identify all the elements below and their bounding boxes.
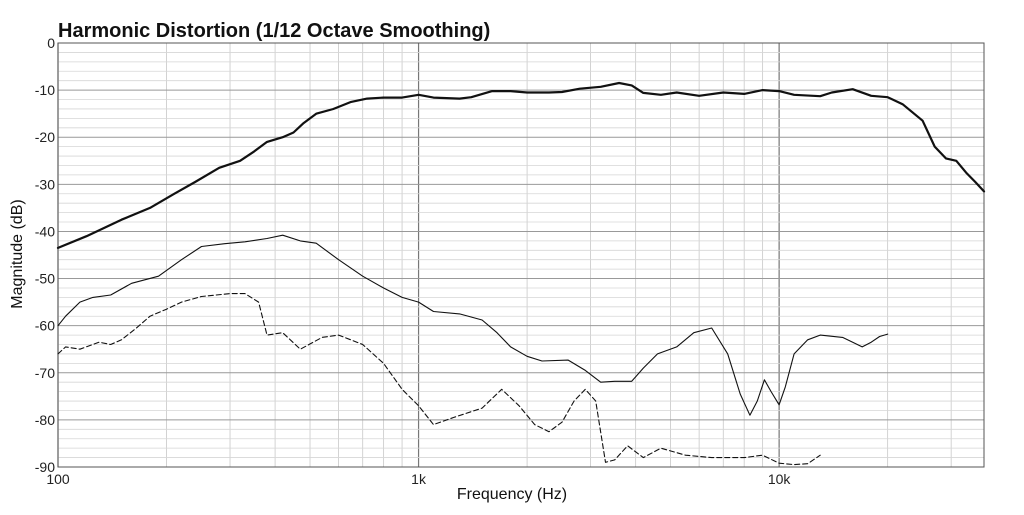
series-line-thick-solid	[56, 81, 986, 249]
plot-frame	[57, 42, 985, 468]
y-tick-label: -90	[35, 459, 55, 475]
chart-title: Harmonic Distortion (1/12 Octave Smoothi…	[58, 20, 491, 42]
series-line-thin-solid	[57, 234, 889, 416]
y-tick-label: -80	[35, 412, 55, 428]
x-tick-label: 10k	[768, 471, 792, 487]
x-axis-label: Frequency (Hz)	[456, 486, 568, 503]
x-tick-label: 1k	[411, 471, 427, 487]
y-tick-label: -50	[35, 271, 55, 287]
series-line-dashed	[57, 293, 821, 466]
y-tick-label: -10	[35, 82, 55, 98]
series-layer	[56, 81, 986, 466]
y-tick-label: -30	[35, 176, 55, 192]
y-axis-label: Magnitude (dB)	[9, 199, 26, 309]
x-tick-label: 100	[46, 471, 70, 487]
grid-lines	[57, 42, 984, 468]
y-tick-label: -40	[35, 223, 55, 239]
y-tick-label: -20	[35, 129, 55, 145]
y-tick-label: -60	[35, 318, 55, 334]
y-tick-label: -70	[35, 365, 55, 381]
y-tick-label: 0	[47, 35, 55, 51]
